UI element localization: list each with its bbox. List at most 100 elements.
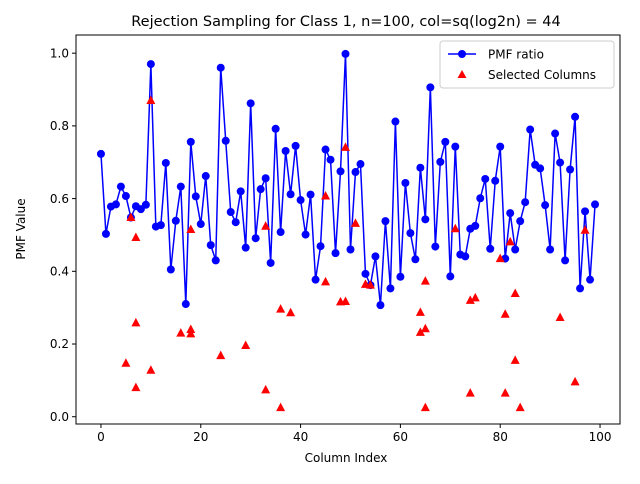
pmf-ratio-point [426, 83, 435, 92]
y-tick-label: 0.2 [50, 337, 69, 351]
selected-column-marker [261, 384, 271, 394]
pmf-ratio-point [421, 215, 430, 224]
pmf-ratio-point [196, 220, 205, 229]
pmf-ratio-point [221, 136, 230, 145]
pmf-ratio-point [206, 241, 215, 250]
pmf-ratio-point [141, 200, 150, 209]
selected-column-marker [515, 402, 525, 412]
pmf-ratio-point [241, 243, 250, 252]
pmf-ratio-point [476, 194, 485, 203]
pmf-ratio-point [166, 265, 175, 274]
x-tick-label: 100 [589, 430, 612, 444]
selected-column-marker [450, 223, 460, 233]
x-tick-label: 40 [293, 430, 308, 444]
selected-column-marker [126, 212, 136, 221]
selected-column-marker [420, 323, 430, 333]
pmf-ratio-point [386, 284, 395, 293]
selected-column-marker [500, 309, 510, 318]
pmf-ratio-point [286, 190, 295, 199]
x-axis: 0 20 40 60 80 100 [97, 424, 611, 444]
pmf-ratio-point [566, 165, 575, 174]
pmf-ratio-point [311, 275, 320, 284]
pmf-ratio-point [306, 190, 315, 199]
pmf-ratio-point [176, 182, 185, 191]
legend-label-pmf-ratio: PMF ratio [488, 48, 544, 62]
pmf-ratio-point [216, 63, 225, 72]
pmf-ratio-point [121, 192, 130, 201]
pmf-ratio-point [441, 137, 450, 146]
selected-column-marker [186, 324, 196, 333]
selected-column-marker [276, 402, 286, 412]
selected-column-marker [186, 328, 196, 338]
selected-column-marker [341, 296, 350, 305]
pmf-ratio-point [561, 256, 570, 265]
pmf-ratio-point [481, 174, 490, 183]
pmf-ratio-point [571, 112, 580, 121]
x-tick-label: 80 [493, 430, 508, 444]
chart-title: Rejection Sampling for Class 1, n=100, c… [131, 14, 561, 30]
pmf-ratio-point [336, 167, 345, 176]
pmf-ratio-point [346, 245, 355, 254]
selected-column-marker [261, 221, 271, 230]
pmf-ratio-point [591, 200, 600, 209]
plot-frame [75, 34, 621, 425]
selected-column-marker [505, 236, 515, 246]
pmf-ratio-point [276, 228, 285, 237]
pmf-ratio-series [100, 53, 596, 306]
selected-column-marker [131, 232, 141, 241]
selected-column-marker [465, 295, 475, 304]
pmf-ratio-point [261, 174, 270, 183]
pmf-ratio-point [406, 229, 415, 238]
pmf-ratio-point [446, 272, 455, 281]
pmf-ratio-point [256, 185, 265, 194]
pmf-ratio-point [381, 217, 390, 226]
pmf-ratio-point [396, 272, 405, 281]
pmf-ratio-point [376, 301, 385, 310]
y-tick-label: 0.6 [50, 192, 69, 206]
selected-column-marker [420, 276, 430, 285]
pmf-ratio-point [186, 137, 195, 146]
legend-triangle-marker [457, 70, 467, 78]
pmf-ratio-point [486, 244, 495, 253]
x-tick-label: 60 [393, 430, 408, 444]
pmf-ratio-point [316, 242, 325, 251]
y-tick-label: 0.4 [50, 265, 69, 279]
y-axis: 0.0 0.2 0.4 0.6 0.8 1.0 [50, 46, 76, 424]
pmf-ratio-points [96, 49, 600, 310]
selected-columns-series [121, 95, 590, 412]
legend: PMF ratio Selected Columns [439, 40, 615, 89]
pmf-ratio-point [401, 178, 410, 187]
pmf-ratio-point [251, 234, 260, 243]
pmf-ratio-point [171, 216, 180, 225]
pmf-ratio-point [351, 168, 360, 177]
pmf-ratio-point [416, 163, 425, 172]
pmf-ratio-point [541, 201, 550, 210]
selected-column-marker [580, 225, 590, 234]
pmf-ratio-point [326, 155, 335, 164]
selected-column-marker [415, 307, 425, 316]
pmf-ratio-point [471, 221, 480, 230]
pmf-ratio-point [516, 217, 525, 226]
selected-column-marker [321, 191, 331, 200]
x-axis-label: Column Index [305, 451, 388, 465]
selected-column-marker [276, 304, 286, 313]
pmf-ratio-point [461, 252, 470, 261]
pmf-ratio-point [436, 157, 445, 166]
selected-column-marker [121, 358, 131, 367]
pmf-ratio-line [100, 53, 596, 306]
pmf-ratio-point [116, 182, 125, 191]
pmf-ratio-point [521, 198, 530, 207]
pmf-ratio-point [356, 160, 365, 169]
pmf-ratio-point [511, 245, 520, 254]
pmf-ratio-point [296, 196, 305, 205]
pmf-ratio-point [431, 242, 440, 251]
pmf-ratio-point [191, 192, 200, 201]
pmf-ratio-point [586, 275, 595, 284]
selected-column-marker [420, 402, 430, 412]
pmf-ratio-point [156, 221, 165, 230]
y-tick-label: 0.8 [50, 119, 69, 133]
pmf-ratio-point [491, 176, 500, 185]
selected-column-marker [495, 253, 505, 263]
